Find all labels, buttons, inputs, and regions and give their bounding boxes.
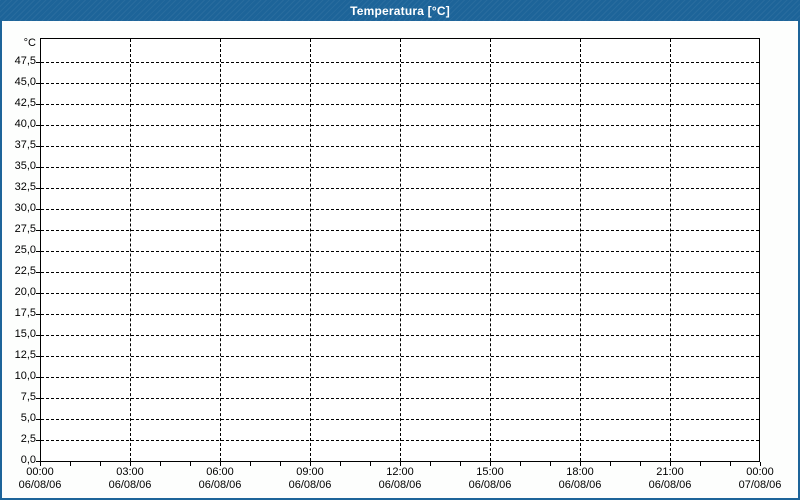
x-axis-time-label: 00:00 bbox=[746, 466, 774, 478]
x-axis-time-label: 21:00 bbox=[656, 466, 684, 478]
x-tick bbox=[130, 462, 131, 466]
y-axis-label: 30,0 bbox=[14, 202, 36, 214]
plot-area bbox=[40, 38, 760, 462]
x-tick bbox=[160, 462, 161, 466]
y-tick bbox=[36, 377, 40, 378]
x-tick bbox=[280, 462, 281, 466]
x-tick bbox=[670, 462, 671, 466]
x-tick bbox=[340, 462, 341, 466]
y-tick bbox=[36, 314, 40, 315]
v-gridline bbox=[220, 39, 221, 461]
x-tick bbox=[490, 462, 491, 466]
y-tick bbox=[36, 146, 40, 147]
y-axis-label: 5,0 bbox=[20, 412, 36, 424]
y-axis-label: 17,5 bbox=[14, 307, 36, 319]
x-tick bbox=[550, 462, 551, 466]
y-tick bbox=[36, 104, 40, 105]
y-axis-label: 37,5 bbox=[14, 139, 36, 151]
chart-title: Temperatura [°C] bbox=[350, 3, 450, 18]
x-tick bbox=[430, 462, 431, 466]
y-axis-label: 22,5 bbox=[14, 265, 36, 277]
v-gridline bbox=[670, 39, 671, 461]
y-tick bbox=[36, 335, 40, 336]
v-gridline bbox=[490, 39, 491, 461]
x-axis-date-label: 06/08/06 bbox=[18, 479, 62, 491]
x-axis-date-label: 06/08/06 bbox=[198, 479, 242, 491]
x-tick bbox=[460, 462, 461, 466]
x-tick bbox=[400, 462, 401, 466]
x-axis-date-label: 06/08/06 bbox=[108, 479, 152, 491]
y-tick bbox=[36, 272, 40, 273]
v-gridline bbox=[580, 39, 581, 461]
x-tick bbox=[370, 462, 371, 466]
y-tick bbox=[36, 167, 40, 168]
x-axis-time-label: 12:00 bbox=[386, 466, 414, 478]
y-tick bbox=[36, 440, 40, 441]
y-axis-label: 42,5 bbox=[14, 97, 36, 109]
y-tick bbox=[36, 209, 40, 210]
x-axis-date-label: 06/08/06 bbox=[378, 479, 422, 491]
x-axis-time-label: 03:00 bbox=[116, 466, 144, 478]
title-bar: Temperatura [°C] bbox=[0, 0, 800, 21]
x-tick bbox=[700, 462, 701, 466]
y-tick bbox=[36, 398, 40, 399]
y-axis-label: 2,5 bbox=[20, 433, 36, 445]
x-tick bbox=[250, 462, 251, 466]
x-axis-time-label: 18:00 bbox=[566, 466, 594, 478]
x-tick bbox=[100, 462, 101, 466]
x-tick bbox=[760, 462, 761, 466]
v-gridline bbox=[400, 39, 401, 461]
x-tick bbox=[40, 462, 41, 466]
y-tick bbox=[36, 293, 40, 294]
chart-content: 0,0 2,5 5,0 7,5 10,0 12,5 15,0 17,5 20,0 22,5 25,0… bbox=[0, 21, 800, 500]
x-tick bbox=[520, 462, 521, 466]
x-axis-time-label: 00:00 bbox=[26, 466, 54, 478]
y-axis-label: 0,0 bbox=[20, 454, 36, 466]
y-axis-label: 32,5 bbox=[14, 181, 36, 193]
y-axis-label: 25,0 bbox=[14, 244, 36, 256]
y-tick bbox=[36, 125, 40, 126]
x-axis-date-label: 06/08/06 bbox=[558, 479, 602, 491]
v-gridline bbox=[310, 39, 311, 461]
y-tick bbox=[36, 461, 40, 462]
y-axis-label: 7,5 bbox=[20, 391, 36, 403]
y-axis-label: 10,0 bbox=[14, 370, 36, 382]
y-tick bbox=[36, 251, 40, 252]
x-tick bbox=[640, 462, 641, 466]
y-tick bbox=[36, 83, 40, 84]
x-tick bbox=[730, 462, 731, 466]
x-axis-time-label: 06:00 bbox=[206, 466, 234, 478]
x-axis-time-label: 15:00 bbox=[476, 466, 504, 478]
y-axis-unit-label: °C bbox=[23, 37, 36, 49]
y-tick bbox=[36, 62, 40, 63]
x-tick bbox=[70, 462, 71, 466]
y-axis-label: 20,0 bbox=[14, 286, 36, 298]
y-tick bbox=[36, 230, 40, 231]
y-axis-label: 12,5 bbox=[14, 349, 36, 361]
x-axis-date-label: 06/08/06 bbox=[468, 479, 512, 491]
x-axis-date-label: 07/08/06 bbox=[738, 479, 782, 491]
v-gridline bbox=[130, 39, 131, 461]
y-axis-label: 40,0 bbox=[14, 118, 36, 130]
x-tick bbox=[220, 462, 221, 466]
y-axis-label: 27,5 bbox=[14, 223, 36, 235]
y-tick bbox=[36, 356, 40, 357]
y-tick bbox=[36, 419, 40, 420]
x-axis-time-label: 09:00 bbox=[296, 466, 324, 478]
x-axis-date-label: 06/08/06 bbox=[288, 479, 332, 491]
y-axis-label: 15,0 bbox=[14, 328, 36, 340]
x-axis-date-label: 06/08/06 bbox=[648, 479, 692, 491]
y-tick bbox=[36, 188, 40, 189]
x-tick bbox=[190, 462, 191, 466]
x-tick bbox=[580, 462, 581, 466]
x-tick bbox=[310, 462, 311, 466]
y-axis-label: 35,0 bbox=[14, 160, 36, 172]
y-axis-label: 45,0 bbox=[14, 76, 36, 88]
x-tick bbox=[610, 462, 611, 466]
y-axis-label: 47,5 bbox=[14, 55, 36, 67]
